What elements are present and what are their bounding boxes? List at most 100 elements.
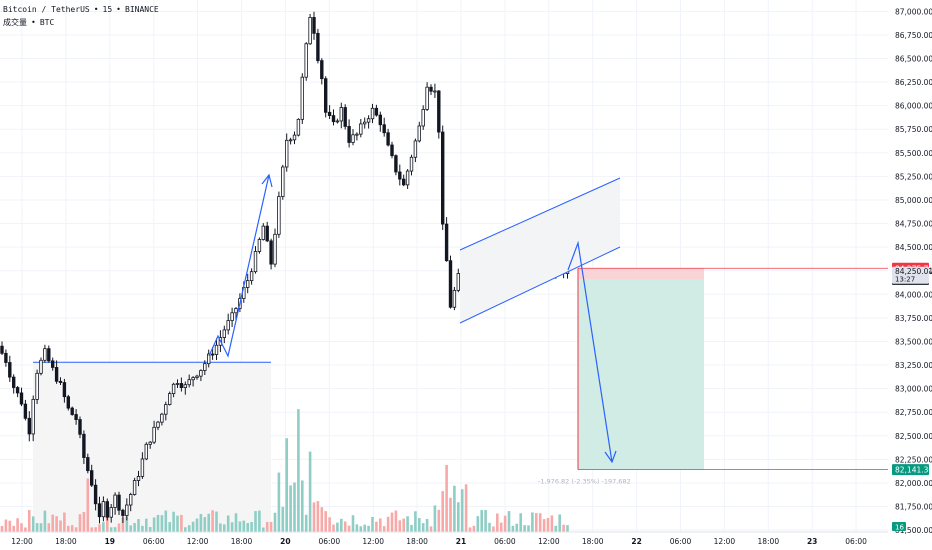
time-tick-label: 06:00 [143, 537, 165, 546]
volume-bar [332, 524, 335, 532]
volume-bar [70, 525, 74, 532]
volume-bar [269, 521, 273, 532]
volume-bar [191, 521, 195, 532]
candle-body [343, 107, 347, 127]
candle-body [167, 393, 172, 405]
volume-bar [336, 522, 339, 532]
candle-body [327, 111, 332, 116]
time-tick-label: 06:00 [494, 537, 516, 546]
interval-label[interactable]: 15 [102, 5, 113, 14]
candle-body [362, 121, 367, 125]
volume-bar [406, 516, 409, 532]
volume-bar [82, 512, 86, 532]
candle-body [394, 155, 398, 173]
candle-body [405, 170, 410, 186]
volume-bar [499, 522, 503, 532]
volume-bar [324, 511, 327, 532]
volume-bar [94, 527, 97, 532]
candle-body [347, 126, 351, 143]
time-tick-label: 18:00 [582, 537, 604, 546]
current-price-label: 84,250.01 [895, 267, 932, 276]
volume-bar [484, 509, 487, 532]
candle-body [156, 421, 160, 428]
candle-body [230, 312, 234, 322]
candle-body [249, 271, 254, 282]
price-tick-label: 82,750.00 [895, 408, 932, 417]
candle-body [74, 414, 78, 420]
price-tick-label: 81,500.00 [895, 526, 932, 535]
volume-bar [507, 511, 511, 532]
candle-body [121, 509, 125, 516]
price-tick-label: 84,500.00 [895, 243, 932, 252]
volume-bar [492, 526, 495, 532]
candle-body [195, 375, 199, 378]
volume-label[interactable]: 成交量 [3, 18, 27, 27]
volume-bar [242, 520, 246, 532]
bearish-projection-path [567, 240, 613, 463]
candle-body [144, 443, 148, 460]
candle-body [66, 396, 70, 409]
volume-bar [141, 525, 144, 532]
volume-bar [308, 451, 312, 532]
volume-bar [328, 517, 331, 532]
volume-bar [480, 510, 483, 532]
candle-body [86, 457, 90, 472]
projection-arrowhead-up [261, 173, 273, 188]
volume-bar [86, 478, 90, 532]
time-tick-label: 21 [456, 537, 466, 546]
volume-bar [106, 509, 109, 532]
candle-body [0, 345, 4, 354]
volume-bar [102, 522, 105, 532]
candle-body [35, 372, 39, 400]
candle-body [417, 125, 421, 142]
volume-bar [542, 519, 546, 532]
time-tick-label: 12:00 [187, 537, 209, 546]
price-axis[interactable]: 87,000.00 86,750.00 86,500.00 86,250.00 86,0… [888, 0, 932, 550]
volume-bar [109, 527, 113, 532]
volume-bar [121, 517, 125, 532]
volume-bar [488, 522, 491, 532]
channel-lower-line [459, 246, 621, 324]
volume-bar [12, 525, 15, 532]
take-profit-zone [578, 279, 704, 470]
volume-bar [312, 502, 316, 532]
symbol-legend[interactable]: Bitcoin / TetherUS • 15 • BINANCE [3, 5, 159, 14]
volume-bar [347, 525, 351, 532]
candle-body [277, 196, 281, 235]
volume-bar [43, 510, 47, 532]
short-position-tool[interactable]: -1,976.82 (-2.35%) -197,682 [538, 267, 888, 486]
symbol-name[interactable]: Bitcoin / TetherUS [3, 5, 90, 14]
channel-upper-line [459, 177, 621, 251]
candle-body [183, 384, 187, 389]
volume-bar [223, 524, 226, 532]
time-tick-label: 18:00 [231, 537, 253, 546]
volume-bar [59, 520, 62, 532]
volume-bar [394, 510, 398, 532]
volume-bar [31, 516, 35, 532]
candle-body [292, 134, 297, 141]
volume-bar [460, 489, 464, 532]
candle-body [257, 239, 262, 252]
range-box-drawing[interactable] [33, 361, 271, 532]
price-level-label: 82,141.30 [895, 466, 932, 475]
volume-bar [281, 506, 285, 532]
price-tick-label: 86,250.00 [895, 78, 932, 87]
volume-bar [16, 518, 19, 532]
candle-body [152, 426, 156, 443]
volume-bar [117, 523, 121, 532]
volume-bar [519, 513, 522, 532]
exchange-label[interactable]: BINANCE [125, 5, 159, 14]
time-axis[interactable]: 12:00 18:00 19 06:00 12:00 18:00 20 06:00 12:00 1… [0, 531, 888, 546]
trend-drawings[interactable] [208, 173, 621, 464]
volume-bar [74, 527, 78, 532]
volume-bar [429, 526, 433, 532]
candle-body [269, 240, 273, 265]
volume-legend[interactable]: 成交量 • BTC [3, 17, 54, 28]
volume-bar [316, 501, 320, 532]
candle-body [304, 43, 308, 78]
candle-body [70, 407, 74, 415]
candle-body [335, 120, 340, 123]
price-tick-label: 83,000.00 [895, 385, 932, 394]
